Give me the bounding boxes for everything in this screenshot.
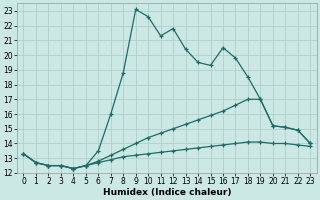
X-axis label: Humidex (Indice chaleur): Humidex (Indice chaleur): [103, 188, 231, 197]
